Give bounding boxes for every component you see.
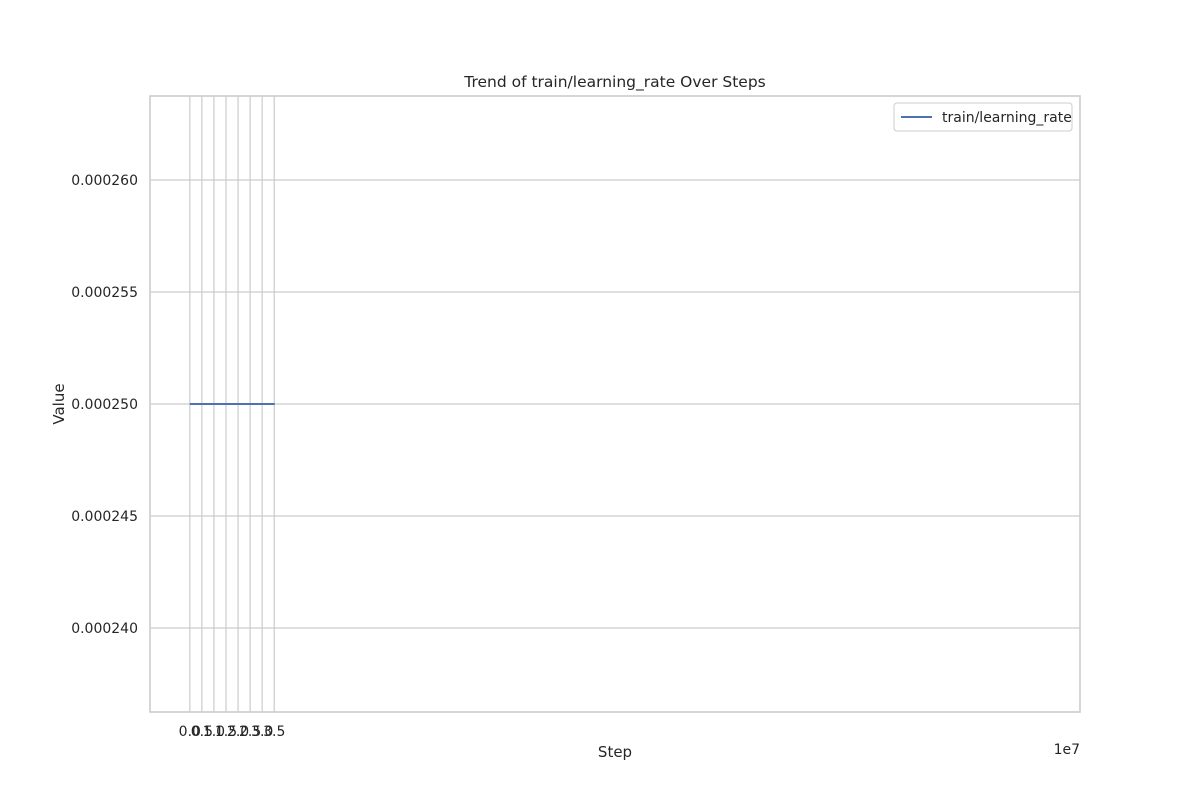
legend: train/learning_rate <box>893 102 1073 132</box>
y-tick-label: 0.000255 <box>71 285 138 301</box>
chart-title: Trend of train/learning_rate Over Steps <box>463 73 766 92</box>
plot-frame <box>149 95 1081 713</box>
x-tick-label: 3.5 <box>263 724 285 740</box>
x-tick-label: 0.0 <box>179 724 201 740</box>
x-tick-labels: 0.00.51.01.52.02.53.03.5 <box>179 724 286 740</box>
x-tick-label: 1.5 <box>215 724 237 740</box>
y-tick-labels: 0.000240 0.000245 0.000250 0.000255 0.000260 <box>71 173 138 637</box>
x-tick-label: 0.5 <box>191 724 213 740</box>
y-tick-label: 0.000260 <box>71 173 138 189</box>
legend-label: train/learning_rate <box>942 110 1072 126</box>
y-axis-label: Value <box>50 383 68 424</box>
x-tick-label: 1.0 <box>203 724 225 740</box>
x-tick-label: 3.0 <box>251 724 273 740</box>
y-tick-label: 0.000240 <box>71 621 138 637</box>
y-tick-label: 0.000250 <box>71 397 138 413</box>
x-tick-label: 2.5 <box>239 724 261 740</box>
x-tick-label: 2.0 <box>227 724 249 740</box>
x-axis-offset-label: 1e7 <box>1054 742 1080 758</box>
legend-frame <box>893 102 1073 132</box>
y-tick-label: 0.000245 <box>71 509 138 525</box>
x-axis-label: Step <box>598 743 632 761</box>
